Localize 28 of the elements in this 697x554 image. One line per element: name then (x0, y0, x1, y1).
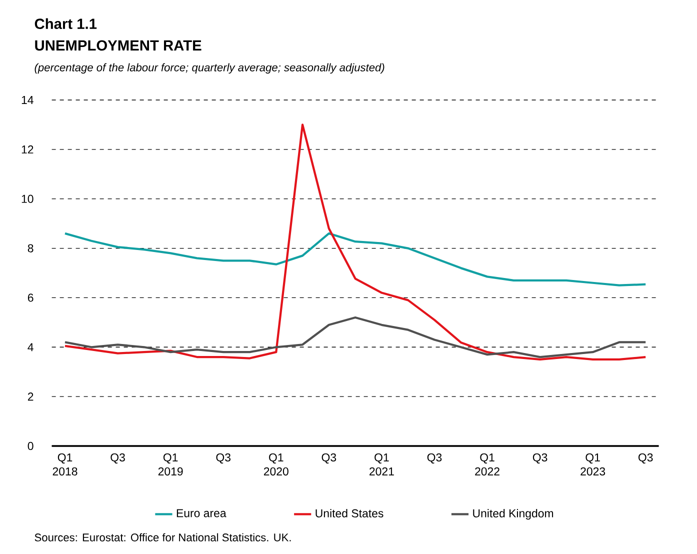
x-tick-label: Q3 (638, 453, 653, 464)
x-tick-label: Q3 (532, 453, 548, 464)
x-tick-label: Q1 2023 (580, 453, 606, 476)
x-tick-label: Q3 (427, 453, 442, 464)
x-tick-label: Q1 2021 (370, 453, 394, 476)
x-tick-label: Q1 2022 (475, 453, 500, 476)
x-tick-label: Q3 (322, 453, 336, 464)
legend-label: United Kingdom (473, 509, 554, 520)
y-tick-label: 10 (22, 194, 34, 203)
x-tick-label: Q1 2019 (158, 453, 183, 476)
x-tick-label: Q3 (216, 453, 230, 464)
line-series (64, 124, 647, 361)
text: (percentage of the labour force; quarterly average; seasonally adjusted) (34, 63, 384, 74)
y-tick-label: 14 (22, 96, 34, 104)
x-tick-label: Q3 (110, 453, 125, 464)
legend-label: Euro area (176, 509, 226, 518)
y-tick-label: 0 (28, 442, 34, 450)
y-tick-label: 12 (22, 145, 34, 154)
y-tick-label: 6 (28, 294, 34, 302)
y-tick-label: 4 (28, 343, 34, 352)
chart-subtitle: UNEMPLOYMENT RATE (35, 40, 202, 51)
y-tick-label: 2 (28, 392, 34, 401)
y-tick-label: 8 (28, 244, 34, 252)
legend-label: United States (316, 509, 384, 518)
x-tick-label: Q1 2020 (264, 453, 288, 476)
source-note: Sources: Eurostat: Office for National Statistics. UK. (34, 533, 291, 542)
chart-title: Chart 1.1 (34, 18, 97, 30)
x-tick-label: Q1 2018 (52, 453, 78, 476)
